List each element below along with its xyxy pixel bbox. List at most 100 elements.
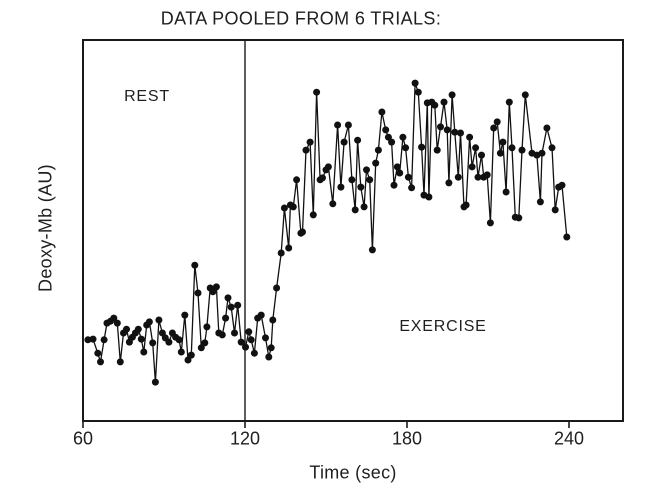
data-point [324, 163, 332, 171]
data-point [165, 338, 173, 346]
data-point [94, 349, 102, 357]
data-point [551, 206, 559, 214]
data-point [454, 173, 462, 181]
data-point [354, 136, 362, 144]
data-point [194, 289, 202, 297]
data-point [203, 323, 211, 331]
data-point [247, 336, 255, 344]
data-point [319, 174, 326, 182]
data-point [309, 211, 317, 219]
data-point [496, 149, 504, 157]
data-point [368, 246, 376, 254]
data-point [536, 198, 544, 206]
data-point [299, 228, 306, 236]
data-point [418, 143, 426, 151]
data-point [218, 331, 226, 339]
data-point [351, 206, 359, 214]
data-point [250, 349, 258, 357]
data-point [140, 348, 148, 356]
data-point [402, 144, 410, 152]
data-point [116, 358, 124, 366]
data-point [493, 118, 501, 126]
data-point [313, 88, 321, 96]
data-point [197, 344, 205, 352]
data-point [134, 325, 142, 333]
data-point [508, 144, 516, 152]
data-point [340, 138, 348, 146]
data-point [478, 151, 485, 159]
data-point [242, 343, 249, 351]
data-point [558, 181, 566, 189]
data-point [280, 204, 288, 212]
data-point [548, 144, 556, 152]
data-point [234, 301, 242, 309]
data-point [390, 181, 398, 189]
data-point [388, 138, 396, 146]
data-point [227, 303, 235, 311]
data-point [262, 334, 269, 342]
data-point [191, 261, 199, 269]
chart-title: DATA POOLED FROM 6 TRIALS: [160, 8, 442, 29]
data-point [538, 149, 546, 157]
data-point [404, 173, 412, 181]
data-point [374, 146, 382, 154]
data-point [224, 294, 232, 302]
data-point [113, 319, 121, 327]
data-point [155, 316, 163, 324]
data-point [443, 126, 451, 134]
data-point [543, 124, 551, 132]
data-point [445, 179, 453, 187]
data-point [363, 166, 370, 174]
data-point [431, 101, 439, 109]
data-point [285, 244, 293, 252]
data-point [123, 325, 130, 333]
data-point [222, 314, 230, 322]
x-axis-label: Time (sec) [309, 462, 397, 483]
data-point [440, 98, 448, 106]
data-point [293, 176, 301, 184]
data-point [366, 176, 374, 184]
data-point [466, 133, 474, 141]
data-point [344, 121, 352, 129]
data-point [499, 138, 507, 146]
data-point [231, 329, 238, 337]
data-point [145, 318, 153, 326]
data-point [448, 91, 456, 99]
data-point [187, 351, 195, 359]
data-point [414, 88, 422, 96]
data-point [393, 163, 401, 171]
data-point [411, 79, 419, 87]
plot-border [82, 39, 624, 422]
data-point [267, 344, 275, 352]
x-tick-label: 240 [553, 428, 585, 449]
data-point [505, 98, 513, 106]
data-point [433, 146, 441, 154]
data-point [277, 249, 285, 257]
data-point [151, 378, 159, 386]
data-point [201, 339, 209, 347]
data-point [437, 123, 444, 131]
data-point [273, 284, 281, 292]
data-point [357, 183, 365, 191]
data-point [97, 358, 104, 366]
data-point [382, 126, 390, 134]
data-point [212, 283, 220, 291]
data-point [474, 173, 482, 181]
data-point [175, 336, 183, 344]
x-tick-label: 60 [72, 428, 94, 449]
data-point [110, 314, 118, 322]
data-point [181, 311, 189, 319]
data-point [462, 201, 470, 209]
data-point [137, 335, 145, 343]
data-point [237, 338, 245, 346]
data-point [149, 339, 157, 347]
data-point [257, 311, 265, 319]
data-point [518, 146, 526, 154]
x-tick-label: 180 [391, 428, 423, 449]
data-point [457, 129, 464, 137]
data-point [563, 233, 571, 241]
data-point [306, 138, 314, 146]
data-point [245, 328, 253, 336]
